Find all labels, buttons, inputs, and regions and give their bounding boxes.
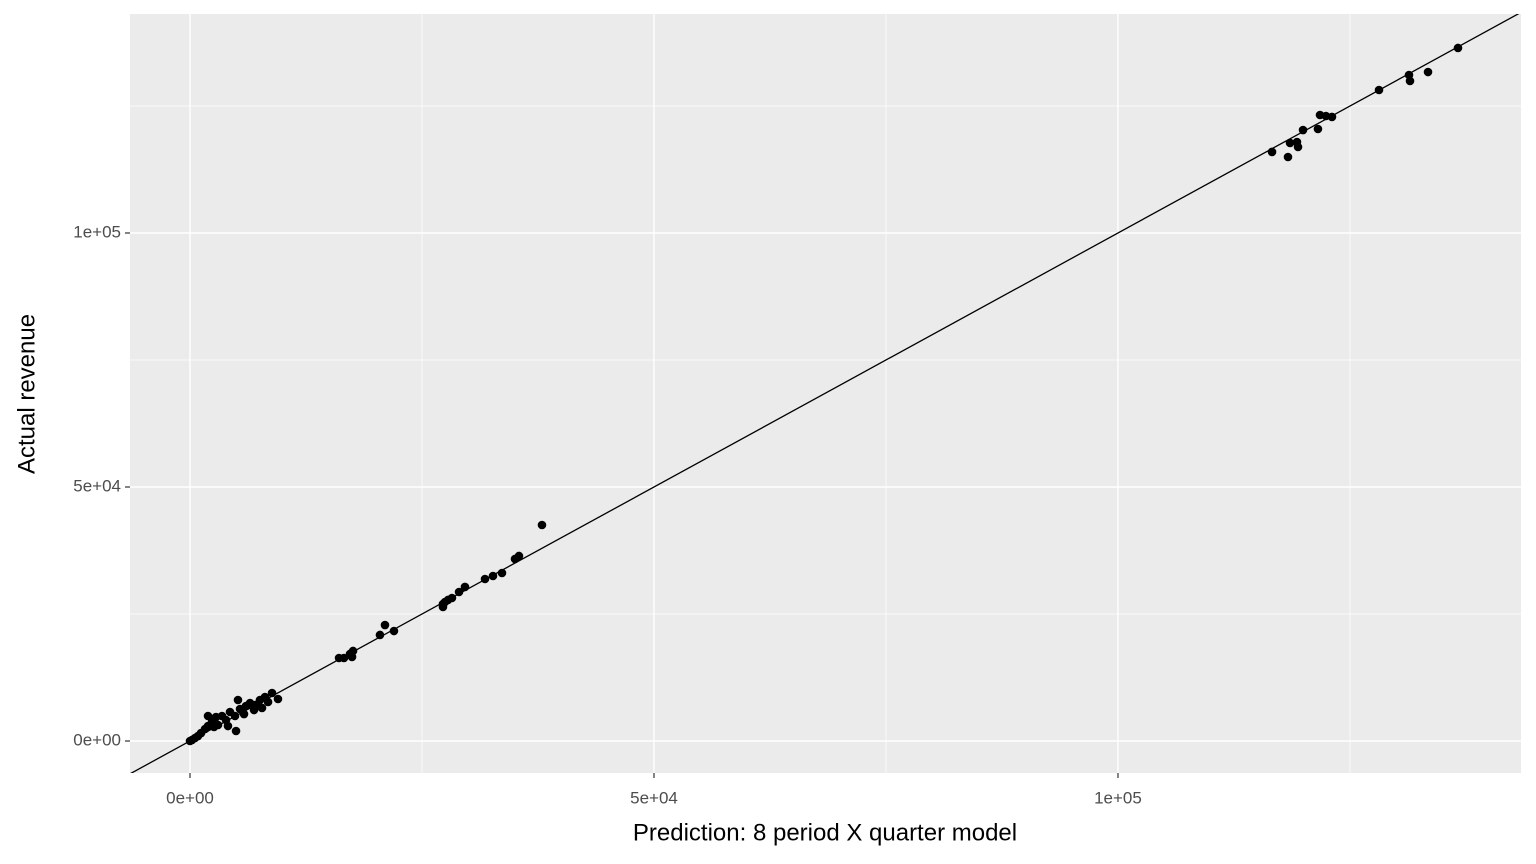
y-tick-label: 1e+05	[73, 222, 121, 241]
point	[1327, 112, 1337, 122]
x-tick-label: 0e+00	[166, 788, 214, 807]
points	[185, 43, 1463, 746]
point	[1283, 152, 1293, 162]
point	[345, 649, 355, 659]
point	[537, 520, 547, 530]
point	[1293, 142, 1303, 152]
point	[1267, 147, 1277, 157]
point	[380, 620, 390, 630]
point	[239, 709, 249, 719]
point	[1298, 125, 1308, 135]
x-tick-label: 1e+05	[1094, 788, 1142, 807]
point	[1405, 76, 1415, 86]
point	[225, 707, 235, 717]
point	[1313, 124, 1323, 134]
point	[480, 574, 490, 584]
point	[273, 694, 283, 704]
point	[185, 736, 195, 746]
x-axis-title: Prediction: 8 period X quarter model	[633, 819, 1017, 846]
point	[334, 653, 344, 663]
point	[209, 722, 219, 732]
point	[497, 568, 507, 578]
point	[1374, 85, 1384, 95]
point	[375, 630, 385, 640]
point	[510, 554, 520, 564]
point	[223, 721, 233, 731]
point	[1285, 138, 1295, 148]
point	[460, 582, 470, 592]
y-tick-label: 0e+00	[73, 730, 121, 749]
grid	[130, 14, 1521, 773]
point	[203, 711, 213, 721]
point	[440, 597, 450, 607]
point	[233, 695, 243, 705]
y-tick-label: 5e+04	[73, 476, 121, 495]
point	[1453, 43, 1463, 53]
point	[389, 626, 399, 636]
point	[267, 688, 277, 698]
axes: 0e+00 5e+04 1e+05 0e+00 5e+04 1e+05	[73, 222, 1142, 807]
point	[249, 705, 259, 715]
point	[488, 571, 498, 581]
x-tick-label: 5e+04	[630, 788, 678, 807]
y-axis-title: Actual revenue	[13, 314, 40, 474]
point	[1423, 67, 1433, 77]
point	[257, 703, 267, 713]
point	[454, 587, 464, 597]
point	[231, 726, 241, 736]
